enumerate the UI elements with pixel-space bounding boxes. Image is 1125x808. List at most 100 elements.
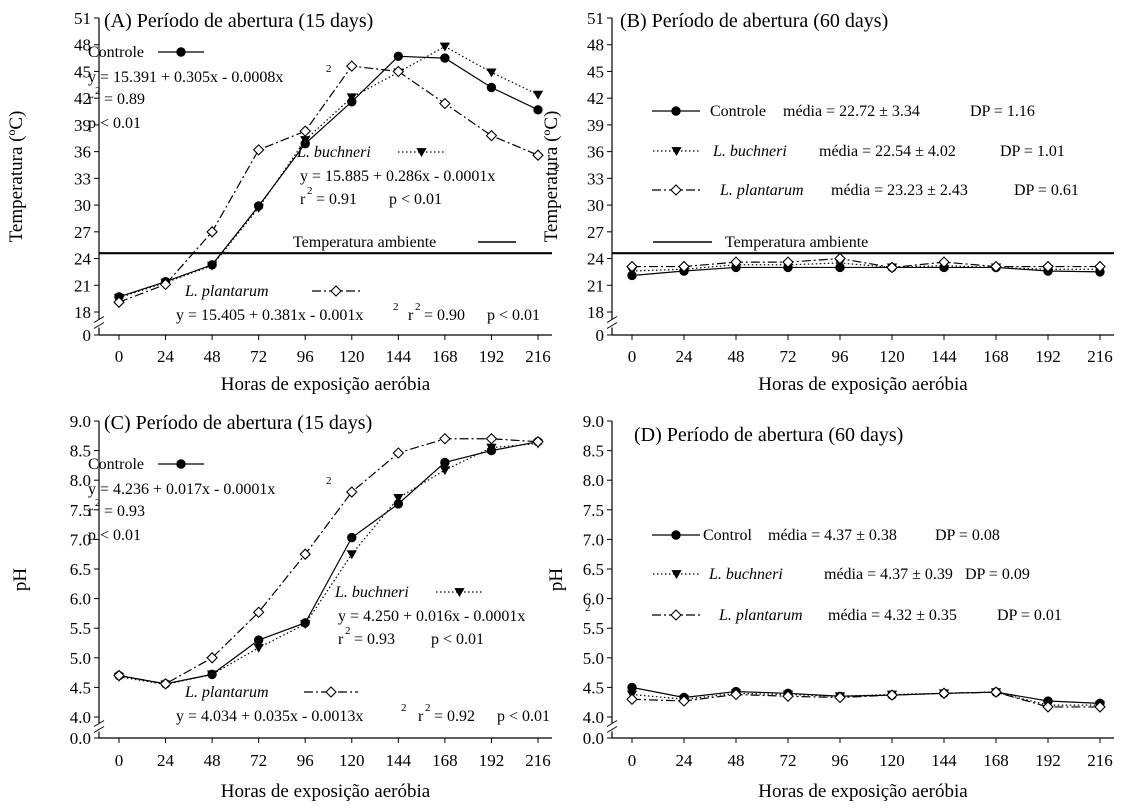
reference-line-label: Temperatura ambiente xyxy=(725,234,868,251)
y-tick-label: 21 xyxy=(587,276,604,295)
x-tick-label: 192 xyxy=(479,347,505,366)
legend: Control média = 4.37 ± 0.38 DP = 0.08 L. bu… xyxy=(652,527,1062,624)
x-tick-label: 24 xyxy=(157,347,175,366)
y-tick-label: 24 xyxy=(587,250,605,269)
x-tick-label: 120 xyxy=(879,347,905,366)
x-tick-label: 120 xyxy=(339,751,365,770)
x-tick-label: 144 xyxy=(386,751,412,770)
y-tick-label: 6.5 xyxy=(70,560,91,579)
y-tick-label: 21 xyxy=(74,276,91,295)
axis-break-mark xyxy=(93,720,105,727)
x-tick-label: 216 xyxy=(525,751,551,770)
y-tick-label: 51 xyxy=(74,9,91,28)
series-line xyxy=(631,686,1101,704)
x-tick-label: 72 xyxy=(780,751,797,770)
controle-equation-exponent: 2 xyxy=(326,475,332,487)
data-point xyxy=(346,93,357,103)
legend-marker-row-1 xyxy=(671,147,682,157)
data-point xyxy=(346,550,357,560)
chart-title: (C) Período de abertura (15 days) xyxy=(104,412,372,434)
y-tick-label: 4.5 xyxy=(583,678,604,697)
x-tick-label: 192 xyxy=(479,751,505,770)
y-tick-label: 7.5 xyxy=(70,501,91,520)
y-tick-label: 8.0 xyxy=(583,471,604,490)
axis-break-mark xyxy=(606,322,618,329)
legend-mean: média = 4.32 ± 0.35 xyxy=(828,607,957,624)
x-tick-label: 24 xyxy=(157,751,175,770)
legend-marker-plantarum xyxy=(325,686,337,698)
x-tick-label: 168 xyxy=(432,347,458,366)
data-point xyxy=(252,144,265,156)
axis-break-gap xyxy=(93,319,105,328)
axis-break-mark xyxy=(606,316,618,323)
plantarum-equation: y = 4.034 + 0.035x - 0.0013x xyxy=(176,708,363,725)
y-tick-label: 33 xyxy=(587,169,604,188)
series-line xyxy=(631,691,1100,708)
x-tick-label: 144 xyxy=(931,347,957,366)
y-axis-label: pH xyxy=(10,568,31,592)
panel-c: 0.0 4.0 4.5 5.0 5.5 6.0 6.5 7.0 7.5 8.0 8.5 9.0 0 24 4… xyxy=(10,412,591,802)
y-tick-label: 7.5 xyxy=(583,501,604,520)
data-point xyxy=(626,260,638,273)
y-tick-label: 4.0 xyxy=(583,708,604,727)
reference-line-label: Temperatura ambiente xyxy=(293,234,436,251)
data-point xyxy=(206,226,218,238)
series-2 xyxy=(626,252,1106,274)
controle-p-value: p < 0.01 xyxy=(88,527,141,544)
y-tick-label: 45 xyxy=(74,62,91,81)
series-line xyxy=(118,55,539,298)
y-tick-label: 30 xyxy=(587,196,604,215)
legend-marker-buchneri xyxy=(416,148,427,158)
axis-break-mark xyxy=(606,726,618,733)
data-point xyxy=(113,669,125,682)
y-tick-label: 18 xyxy=(74,303,91,322)
legend-marker-buchneri xyxy=(454,588,465,598)
data-point xyxy=(345,486,358,498)
y-tick-label: 39 xyxy=(74,116,91,135)
legend-marker-controle xyxy=(176,47,186,57)
x-tick-label: 96 xyxy=(297,347,314,366)
legend-marker-row-2 xyxy=(670,184,682,196)
y-tick-label: 42 xyxy=(587,89,604,108)
legend-dp: DP = 0.09 xyxy=(965,566,1030,583)
legend-name: L. plantarum xyxy=(719,182,804,199)
data-point xyxy=(440,53,450,63)
x-tick-label: 24 xyxy=(676,347,694,366)
data-point xyxy=(253,643,264,653)
data-point xyxy=(392,65,405,78)
panel-a: 0 18 21 24 27 30 33 36 39 42 45 48 51 0 24 48 72 96 120 144… xyxy=(6,9,560,395)
x-tick-label: 192 xyxy=(1035,347,1061,366)
legend-name: L. buchneri xyxy=(712,143,787,160)
controle-r-label: r xyxy=(88,503,94,520)
y-tick-label: 30 xyxy=(74,196,91,215)
x-tick-label: 168 xyxy=(983,751,1009,770)
series-0 xyxy=(627,262,1105,281)
x-tick-label: 0 xyxy=(628,347,637,366)
data-point xyxy=(1042,260,1054,273)
data-point xyxy=(782,256,794,268)
y-tick-label: 5.5 xyxy=(70,619,91,638)
controle-r2-value: = 0.93 xyxy=(104,503,145,520)
y-tick-label: 51 xyxy=(587,9,604,28)
y-tick-label: 9.0 xyxy=(70,412,91,431)
y-tick-label: 5.5 xyxy=(583,619,604,638)
x-tick-label: 216 xyxy=(1087,751,1113,770)
buchneri-r2-value: = 0.91 xyxy=(316,191,357,208)
controle-equation: y = 15.391 + 0.305x - 0.0008x xyxy=(88,69,283,86)
y-tick-label: 0.0 xyxy=(583,729,604,748)
legend-mean: média = 23.23 ± 2.43 xyxy=(831,182,968,199)
x-tick-label: 168 xyxy=(432,751,458,770)
x-tick-label: 48 xyxy=(728,347,745,366)
plantarum-r-label: r xyxy=(408,307,414,324)
x-tick-label: 0 xyxy=(628,751,637,770)
buchneri-p-value: p < 0.01 xyxy=(431,631,484,648)
y-axis-label: pH xyxy=(546,568,567,592)
series-line xyxy=(632,257,1100,269)
x-tick-label: 96 xyxy=(832,347,849,366)
legend-marker-row-0 xyxy=(671,530,681,540)
data-point xyxy=(299,548,312,560)
panel-b: 0 18 21 24 27 30 33 36 39 42 45 48 51 0 24 48 72 96 120 144… xyxy=(541,9,1114,395)
legend-name: Controle xyxy=(710,103,766,120)
x-tick-label: 96 xyxy=(297,751,314,770)
